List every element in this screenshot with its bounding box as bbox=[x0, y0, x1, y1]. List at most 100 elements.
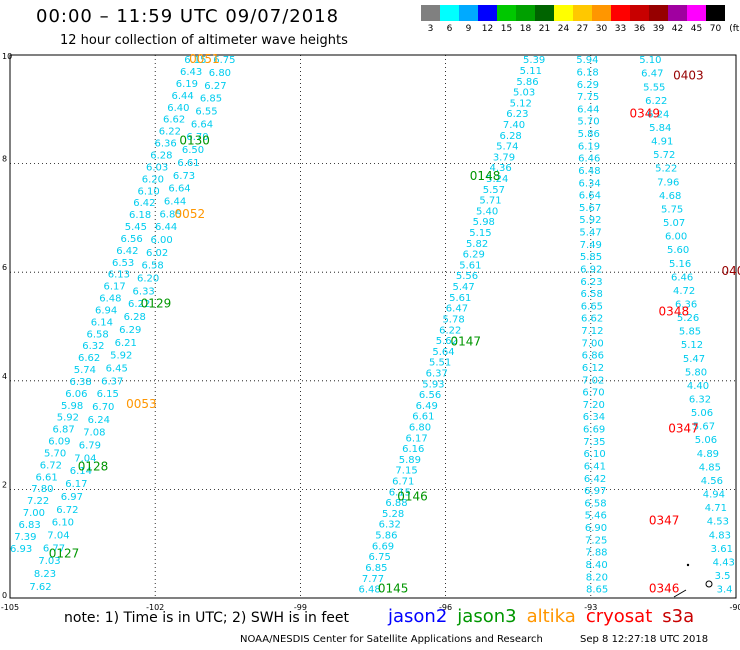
wave-height-label: 6.44 bbox=[577, 104, 599, 115]
wave-height-label: 6.65 bbox=[581, 301, 603, 312]
wave-height-label: 6.85 bbox=[365, 563, 387, 574]
lon-tick--93: -93 bbox=[584, 603, 597, 612]
wave-height-label: 6.20 bbox=[142, 174, 164, 185]
wave-height-label: 5.40 bbox=[476, 206, 498, 217]
wave-height-label: 6.62 bbox=[78, 353, 100, 364]
wave-height-label: 5.93 bbox=[422, 379, 444, 390]
wave-height-label: 6.00 bbox=[665, 232, 687, 243]
wave-height-label: 6.14 bbox=[70, 466, 92, 477]
wave-height-label: 6.53 bbox=[112, 258, 134, 269]
scale-label-42: 42 bbox=[671, 24, 684, 34]
scale-label-21: 21 bbox=[538, 24, 551, 34]
footer-timestamp: Sep 8 12:27:18 UTC 2018 bbox=[580, 634, 709, 645]
wave-height-label: 7.75 bbox=[577, 92, 599, 103]
wave-height-label: 6.50 bbox=[182, 145, 204, 156]
wave-height-label: 5.12 bbox=[510, 98, 532, 109]
wave-height-label: 6.23 bbox=[506, 109, 528, 120]
wave-height-label: 6.28 bbox=[500, 131, 522, 142]
wave-height-label: 5.86 bbox=[578, 129, 600, 140]
wave-height-label: 6.58 bbox=[86, 329, 108, 340]
lon-tick--99: -99 bbox=[294, 603, 307, 612]
wave-height-label: 6.32 bbox=[379, 520, 401, 531]
wave-height-label: 6.24 bbox=[88, 415, 110, 426]
wave-height-label: 6.83 bbox=[18, 520, 40, 531]
wave-height-label: 5.61 bbox=[459, 260, 481, 271]
scale-swatch-42 bbox=[668, 5, 687, 21]
wave-height-label: 4.72 bbox=[673, 286, 695, 297]
wave-height-label: 6.44 bbox=[155, 222, 177, 233]
pass-time-label: 0402 bbox=[721, 264, 740, 278]
wave-height-label: 5.16 bbox=[669, 259, 691, 270]
wave-height-label: 6.03 bbox=[146, 162, 168, 173]
wave-height-label: 6.16 bbox=[402, 444, 424, 455]
pass-time-label: 0051 bbox=[189, 52, 220, 66]
wave-height-label: 6.47 bbox=[446, 304, 468, 315]
wave-height-label: 4.40 bbox=[687, 381, 709, 392]
scale-swatch-45 bbox=[687, 5, 706, 21]
scale-swatch-9 bbox=[459, 5, 478, 21]
wave-height-label: 6.88 bbox=[385, 498, 407, 509]
lat-tick-8: 8 bbox=[2, 155, 7, 164]
wave-height-label: 6.22 bbox=[439, 325, 461, 336]
wave-height-label: 5.94 bbox=[576, 55, 598, 66]
lat-tick-0: 0 bbox=[2, 591, 7, 600]
legend-cryosat: cryosat bbox=[585, 606, 653, 627]
wave-height-label: 7.02 bbox=[582, 375, 604, 386]
wave-height-label: 6.37 bbox=[101, 376, 123, 387]
wave-height-label: 3.61 bbox=[711, 544, 733, 555]
pass-time-label: 0129 bbox=[141, 296, 172, 310]
legend-altika: altika bbox=[526, 606, 576, 627]
wave-height-label: 5.24 bbox=[486, 174, 508, 185]
wave-height-label: 7.96 bbox=[657, 177, 679, 188]
wave-height-label: 6.90 bbox=[585, 523, 607, 534]
wave-height-label: 8.20 bbox=[586, 572, 608, 583]
wave-height-label: 4.56 bbox=[701, 476, 723, 487]
scale-swatch-12 bbox=[478, 5, 497, 21]
wave-height-label: 5.74 bbox=[74, 365, 96, 376]
wave-height-label: 6.10 bbox=[52, 518, 74, 529]
wave-height-label: 5.28 bbox=[382, 509, 404, 520]
wave-height-label: 6.15 bbox=[184, 55, 206, 66]
wave-height-label: 6.61 bbox=[35, 472, 57, 483]
wave-height-label: 6.87 bbox=[52, 425, 74, 436]
wave-height-label: 6.46 bbox=[578, 154, 600, 165]
wave-height-label: 6.70 bbox=[582, 388, 604, 399]
scale-swatch-36 bbox=[630, 5, 649, 21]
wave-height-label: 8.40 bbox=[586, 560, 608, 571]
wave-height-label: 7.08 bbox=[83, 428, 105, 439]
wave-height-label: 6.17 bbox=[103, 282, 125, 293]
wave-height-label: 6.72 bbox=[40, 460, 62, 471]
wave-height-label: 6.15 bbox=[389, 487, 411, 498]
wave-height-label: 5.06 bbox=[691, 408, 713, 419]
wave-height-label: 6.44 bbox=[171, 91, 193, 102]
wave-height-label: 6.38 bbox=[69, 377, 91, 388]
pass-time-label: 0127 bbox=[49, 546, 80, 560]
scale-swatch-18 bbox=[516, 5, 535, 21]
wave-height-label: 5.47 bbox=[683, 354, 705, 365]
wave-height-label: 5.10 bbox=[639, 55, 661, 66]
scale-label-70: 70 bbox=[709, 24, 722, 34]
scale-label-30: 30 bbox=[595, 24, 608, 34]
wave-height-label: 6.70 bbox=[92, 402, 114, 413]
wave-height-label: 5.98 bbox=[473, 217, 495, 228]
lat-tick-4: 4 bbox=[2, 372, 7, 381]
wave-height-label: 6.18 bbox=[577, 67, 599, 78]
wave-height-label: 4.89 bbox=[697, 449, 719, 460]
pass-time-label: 0147 bbox=[450, 335, 481, 349]
wave-height-label: 6.10 bbox=[137, 186, 159, 197]
wave-height-label: 5.39 bbox=[523, 55, 545, 66]
pass-time-label: 0146 bbox=[397, 489, 428, 503]
lat-tick-10: 10 bbox=[2, 52, 12, 61]
wave-height-label: 5.12 bbox=[681, 340, 703, 351]
wave-height-label: 6.70 bbox=[186, 132, 208, 143]
wave-height-label: 4.83 bbox=[709, 530, 731, 541]
wave-height-label: 6.56 bbox=[419, 390, 441, 401]
wave-height-label: 6.47 bbox=[641, 69, 663, 80]
wave-height-label: 6.97 bbox=[584, 486, 606, 497]
wave-height-label: 8.65 bbox=[586, 585, 608, 596]
island-marker bbox=[705, 580, 713, 588]
lon-tick--105: -105 bbox=[1, 603, 19, 612]
scale-swatch-70 bbox=[706, 5, 725, 21]
wave-height-label: 6.06 bbox=[65, 389, 87, 400]
wave-height-label: 6.34 bbox=[583, 412, 605, 423]
